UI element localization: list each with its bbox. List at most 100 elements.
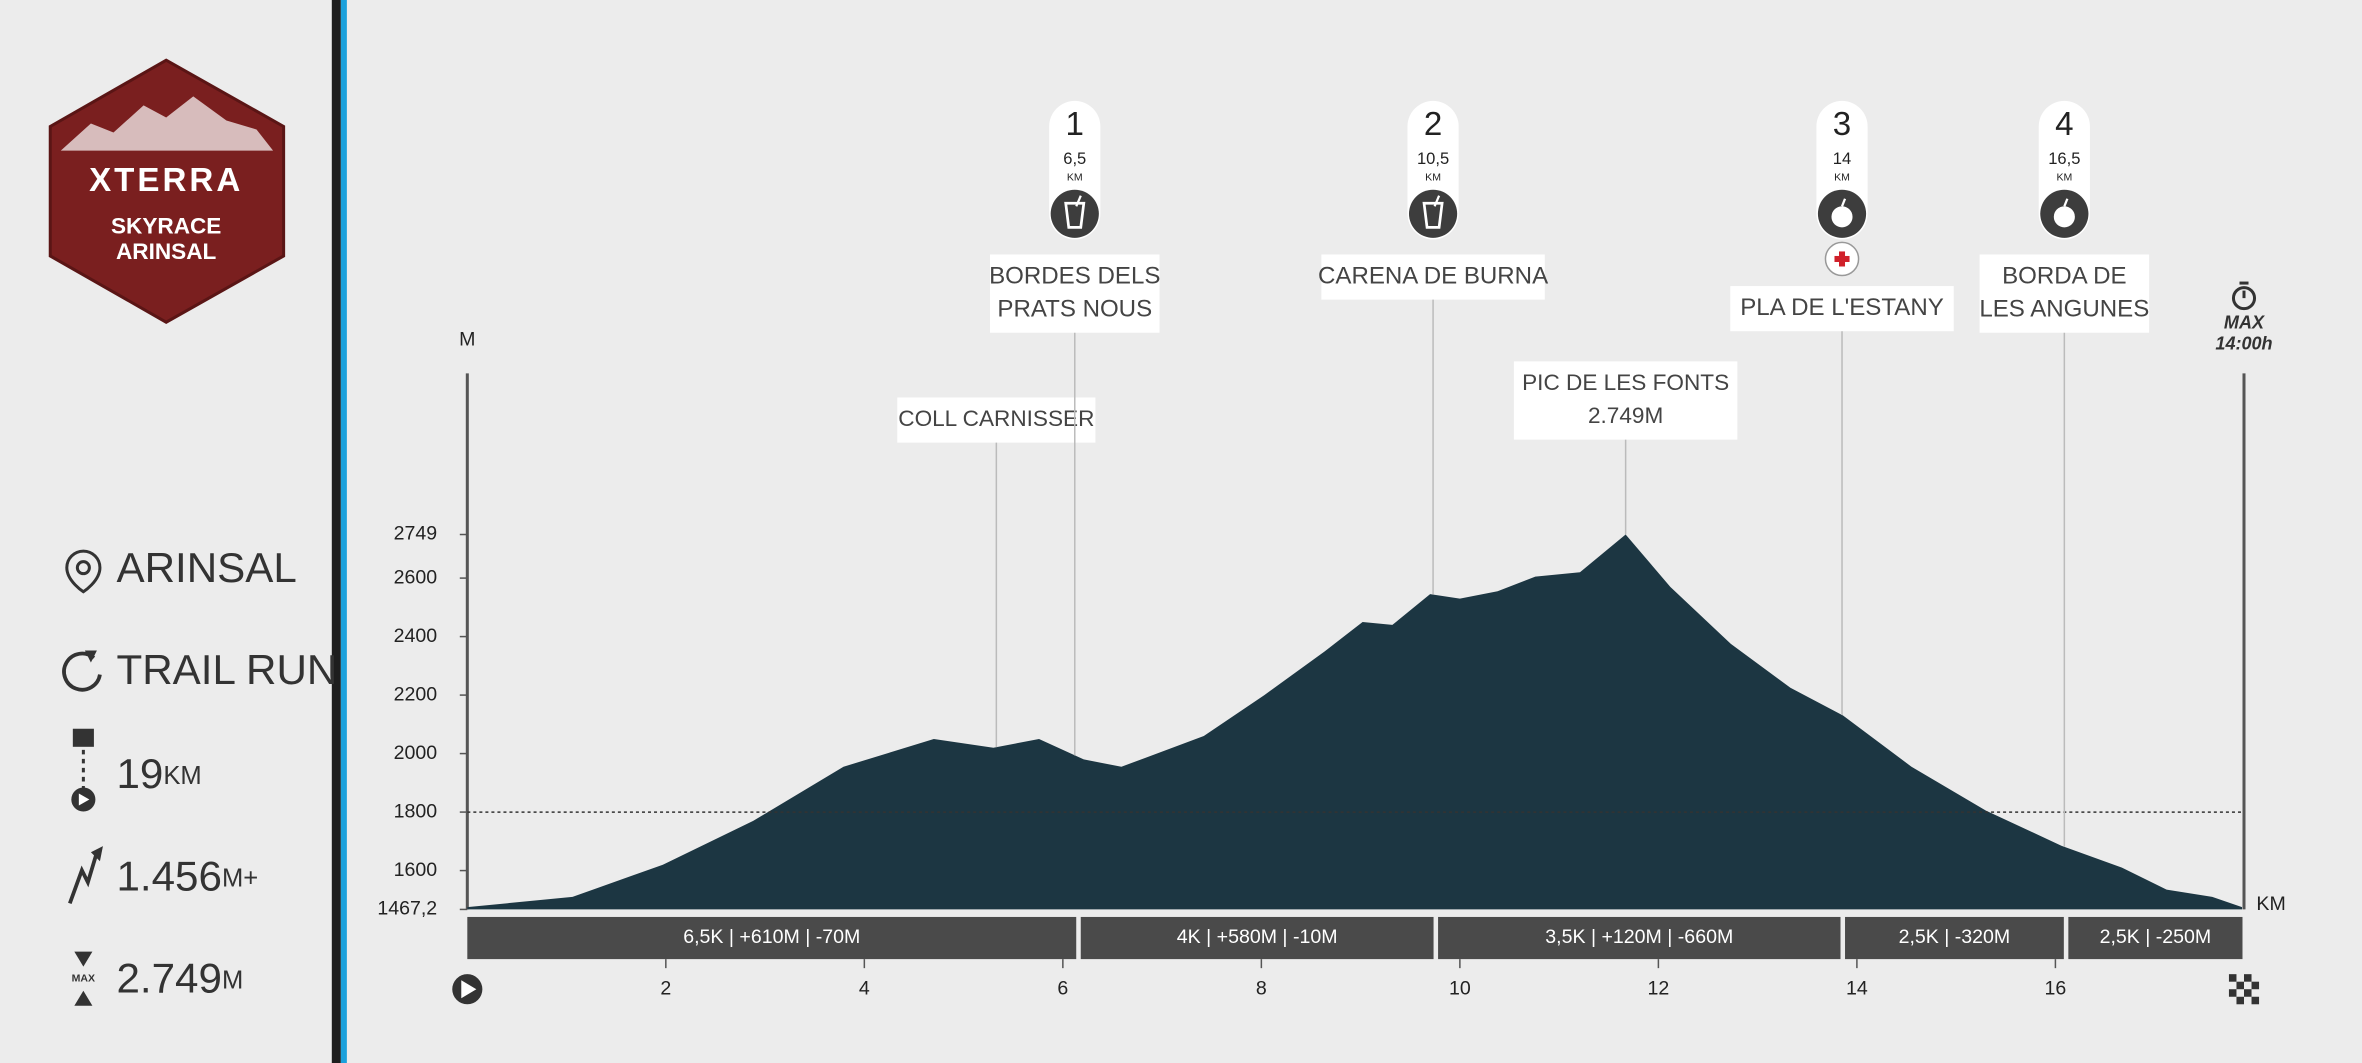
- logo: XTERRA SKYRACE ARINSAL: [48, 58, 286, 324]
- discipline-icon: [84, 650, 97, 663]
- label-text: BORDES DELS: [989, 262, 1160, 289]
- aid-icon-drink: [1433, 195, 1441, 207]
- y-tick-label: 2000: [394, 742, 438, 764]
- label-box: [1730, 286, 1954, 332]
- label-box: [1979, 254, 2150, 333]
- label-box: [897, 397, 1096, 443]
- finish-icon: [2228, 989, 2237, 997]
- y-tick-label: 1600: [394, 859, 438, 881]
- segment-label: 6,5K | +610M | -70M: [683, 926, 860, 948]
- y-tick-label: 2749: [394, 523, 438, 545]
- y-tick-label: 1800: [394, 800, 438, 822]
- label-text: 2.749M: [1588, 403, 1663, 428]
- finish-icon: [2228, 974, 2237, 982]
- x-tick-label: 16: [2045, 977, 2067, 999]
- logo-event: SKYRACE: [111, 213, 221, 238]
- elevation-chart: M KM 1467,2 1600 1800 2000 2200 2400 2600 2749 6,5…: [377, 100, 2286, 1005]
- elevation-area: [467, 534, 2243, 910]
- x-tick-label: 2: [660, 977, 671, 999]
- ascent-icon: [90, 846, 103, 862]
- distance-icon: [72, 728, 94, 747]
- max-altitude: 2.749M: [116, 955, 243, 1002]
- aid-km-unit: KM: [1067, 171, 1083, 183]
- altitude-icon: [74, 951, 93, 967]
- y-tick-label: 1467,2: [377, 898, 437, 920]
- label-box: [1321, 254, 1545, 300]
- label-text: LES ANGUNES: [1979, 296, 2149, 323]
- distance-unit: KM: [163, 762, 201, 790]
- time-icon: [2231, 286, 2257, 311]
- finish-icon: [2251, 981, 2260, 990]
- label-text: PIC DE LES FONTS: [1522, 370, 1729, 395]
- aid-number: 1: [1066, 106, 1084, 143]
- time-limit-label: MAX: [2224, 312, 2265, 332]
- x-axis-label: KM: [2256, 893, 2285, 915]
- logo-mountain: [60, 96, 274, 151]
- aid-icon-food: [1831, 206, 1853, 228]
- x-tick-label: 10: [1449, 977, 1471, 999]
- aid-km-unit: KM: [1834, 171, 1850, 183]
- label-text: COLL CARNISSER: [898, 406, 1094, 431]
- x-tick-label: 8: [1256, 977, 1267, 999]
- aid-icon: [1408, 189, 1458, 238]
- segment-bar: [1438, 916, 1841, 960]
- x-tick-label: 4: [859, 977, 870, 999]
- label-text: BORDA DE: [2002, 262, 2126, 289]
- segment-label: 4K | +580M | -10M: [1177, 926, 1338, 948]
- aid-km: 10,5: [1417, 149, 1449, 168]
- finish-icon: [2236, 996, 2244, 1005]
- y-tick-label: 2400: [394, 625, 438, 647]
- segment-bar: [1845, 916, 2064, 960]
- segment-bar: [2068, 916, 2243, 960]
- finish-icon: [2236, 981, 2244, 990]
- x-tick-label: 12: [1648, 977, 1670, 999]
- x-tick-label: 14: [1846, 977, 1868, 999]
- altitude-icon: [74, 990, 93, 1006]
- segment-label: 2,5K | -250M: [2100, 926, 2212, 948]
- location-icon: [75, 560, 91, 576]
- discipline-icon: [62, 651, 102, 692]
- y-tick-label: 2200: [394, 683, 438, 705]
- divider: [331, 0, 341, 1063]
- location-icon: [65, 549, 102, 594]
- distance-value: 19: [116, 750, 163, 797]
- aid-number: 2: [1424, 106, 1442, 143]
- distance-icon: [78, 793, 90, 806]
- logo-event: ARINSAL: [116, 239, 217, 264]
- location: ARINSAL: [116, 544, 296, 591]
- aid-km: 16,5: [2048, 149, 2080, 168]
- aid-km: 14: [1833, 149, 1851, 168]
- aid-number: 4: [2055, 106, 2073, 143]
- x-tick-label: 6: [1057, 977, 1068, 999]
- aid-number: 3: [1833, 106, 1851, 143]
- segment-label: 2,5K | -320M: [1899, 926, 2011, 948]
- aid-km-unit: KM: [1425, 171, 1441, 183]
- aid-icon-drink: [1075, 195, 1082, 207]
- aid-km-unit: KM: [2056, 171, 2072, 183]
- time-limit-value: 14:00h: [2215, 334, 2272, 354]
- max-altitude-value: 2.749: [116, 955, 221, 1002]
- altitude-icon-label: MAX: [72, 972, 95, 984]
- label-box: [1513, 361, 1738, 440]
- divider-accent: [340, 0, 347, 1063]
- label-text: PRATS NOUS: [997, 296, 1152, 323]
- ascent-icon: [68, 851, 99, 905]
- segment-label: 3,5K | +120M | -660M: [1545, 926, 1733, 948]
- ascent-value: 1.456: [116, 852, 221, 899]
- aid-icon-food: [2063, 198, 2069, 207]
- distance: 19KM: [116, 750, 201, 797]
- label-box: [990, 254, 1160, 333]
- finish-icon: [2251, 996, 2260, 1005]
- label-text: CARENA DE BURNA: [1318, 262, 1549, 289]
- medical-icon: [1839, 251, 1846, 267]
- logo-brand: XTERRA: [89, 162, 243, 199]
- info: ARINSAL TRAIL RUN 19KM 1.456M+ MAX 2.749…: [62, 544, 337, 1006]
- finish-icon: [2244, 974, 2252, 982]
- segment-bar: [1080, 916, 1434, 960]
- segment-bar: [467, 916, 1077, 960]
- ascent-unit: M+: [222, 864, 258, 892]
- ascent: 1.456M+: [116, 852, 258, 899]
- aid-km: 6,5: [1063, 149, 1086, 168]
